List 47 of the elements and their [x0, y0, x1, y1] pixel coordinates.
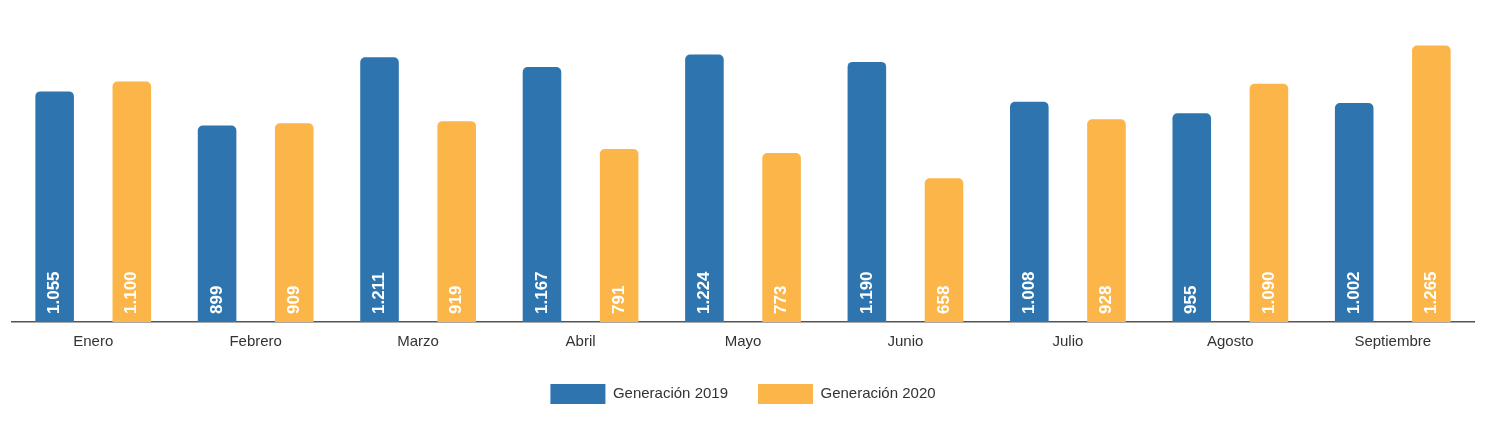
x-tick-label: Abril [565, 332, 596, 350]
bar [197, 125, 237, 322]
x-tick-label: Julio [1052, 332, 1084, 350]
data-label: 1.265 [1421, 271, 1441, 314]
x-tick-label: Agosto [1206, 332, 1254, 350]
x-tick-label: Enero [73, 332, 114, 350]
x-tick-label: Junio [887, 332, 924, 350]
x-tick-label: Febrero [229, 332, 282, 350]
data-label: 1.211 [369, 272, 389, 314]
data-label: 1.002 [1343, 271, 1363, 314]
bar [1010, 101, 1049, 322]
data-label: 791 [608, 285, 628, 314]
bar [35, 91, 74, 322]
bar [1334, 102, 1374, 322]
bar [599, 149, 639, 322]
x-tick-label: Mayo [724, 332, 762, 350]
data-label: 1.224 [694, 270, 714, 314]
bar [112, 81, 152, 322]
bar [1172, 113, 1212, 322]
data-label: 1.008 [1019, 271, 1038, 314]
data-label: 1.100 [121, 271, 141, 314]
bar [274, 123, 314, 322]
data-label: 1.055 [44, 271, 64, 314]
bar [847, 61, 887, 322]
bar [924, 178, 964, 322]
data-label: 773 [771, 285, 791, 314]
bar [685, 54, 724, 322]
data-label: 658 [933, 285, 953, 314]
data-label: 1.190 [856, 271, 876, 314]
bar [437, 121, 476, 322]
data-label: 1.167 [531, 271, 551, 314]
bar [1087, 119, 1126, 322]
data-label: 919 [446, 285, 466, 314]
bar [522, 66, 562, 322]
data-label: 899 [206, 285, 226, 314]
data-label: 955 [1181, 285, 1201, 314]
data-label: 909 [283, 285, 303, 314]
bar [1412, 45, 1451, 322]
bar [1249, 83, 1289, 322]
legend-label: Generación 2019 [612, 384, 729, 402]
data-label: 1.090 [1258, 271, 1278, 314]
legend-label: Generación 2020 [820, 384, 936, 402]
x-tick-label: Marzo [397, 332, 439, 350]
data-label: 928 [1096, 285, 1116, 314]
bar [762, 153, 801, 322]
x-tick-label: Septiembre [1354, 332, 1432, 350]
bar [360, 57, 399, 322]
